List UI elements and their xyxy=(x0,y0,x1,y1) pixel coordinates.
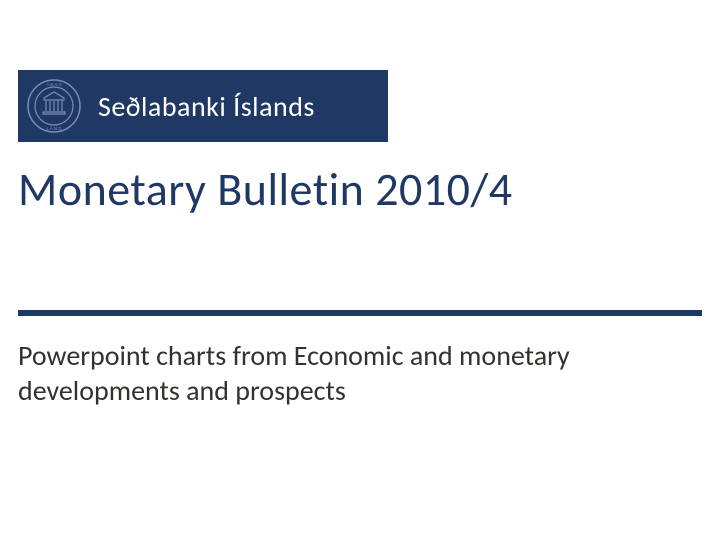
subtitle: Powerpoint charts from Economic and mone… xyxy=(18,338,658,408)
header-bar: A B A N L A N D Seðlabanki Íslands xyxy=(18,70,388,142)
svg-text:L A N D: L A N D xyxy=(46,126,62,131)
svg-text:A B A N: A B A N xyxy=(46,82,61,87)
title-divider xyxy=(18,310,702,316)
org-logo-icon: A B A N L A N D xyxy=(24,76,84,136)
org-name: Seðlabanki Íslands xyxy=(98,89,315,124)
page-title: Monetary Bulletin 2010/4 xyxy=(18,162,513,218)
